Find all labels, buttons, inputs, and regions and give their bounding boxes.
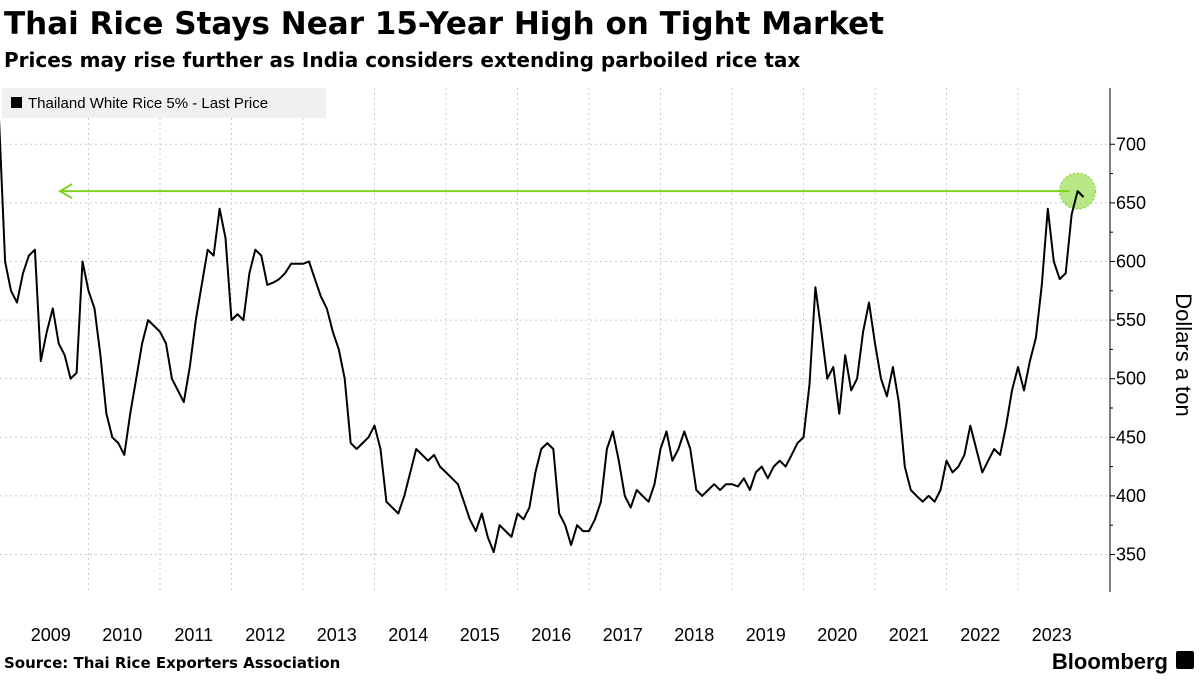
- brand-icon: [1176, 651, 1194, 669]
- x-tick-label: 2017: [603, 625, 643, 645]
- y-tick-label: 650: [1116, 193, 1146, 213]
- x-tick-label: 2018: [674, 625, 714, 645]
- x-tick-label: 2014: [388, 625, 428, 645]
- chart-title: Thai Rice Stays Near 15-Year High on Tig…: [4, 6, 884, 42]
- y-axis-label: Dollars a ton: [1171, 293, 1196, 417]
- x-tick-label: 2010: [102, 625, 142, 645]
- chart-subtitle: Prices may rise further as India conside…: [4, 48, 800, 72]
- x-tick-label: 2016: [531, 625, 571, 645]
- y-tick-label: 450: [1116, 427, 1146, 447]
- x-tick-label: 2009: [31, 625, 71, 645]
- line-series: [0, 120, 1085, 554]
- plot-area: [0, 120, 1097, 554]
- x-tick-label: 2011: [174, 625, 213, 645]
- y-tick-label: 700: [1116, 134, 1146, 154]
- source: Source: Thai Rice Exporters Association: [4, 654, 340, 672]
- y-tick-label: 600: [1116, 251, 1146, 271]
- grid: [0, 88, 1110, 592]
- legend-swatch: [11, 97, 22, 108]
- y-tick-label: 400: [1116, 486, 1146, 506]
- x-tick-label: 2019: [746, 625, 786, 645]
- annotation-arrowhead: [58, 183, 73, 200]
- x-tick-label: 2015: [460, 625, 500, 645]
- y-tick-label: 500: [1116, 369, 1146, 389]
- x-tick-label: 2020: [817, 625, 857, 645]
- x-tick-label: 2013: [317, 625, 357, 645]
- x-tick-label: 2022: [960, 625, 1000, 645]
- x-tick-label: 2012: [245, 625, 285, 645]
- legend-box: [2, 88, 326, 118]
- brand: Bloomberg: [1052, 649, 1168, 674]
- y-tick-label: 350: [1116, 544, 1146, 564]
- legend-label: Thailand White Rice 5% - Last Price: [28, 95, 268, 112]
- x-tick-label: 2021: [889, 625, 929, 645]
- y-tick-label: 550: [1116, 310, 1146, 330]
- x-tick-label: 2023: [1032, 625, 1072, 645]
